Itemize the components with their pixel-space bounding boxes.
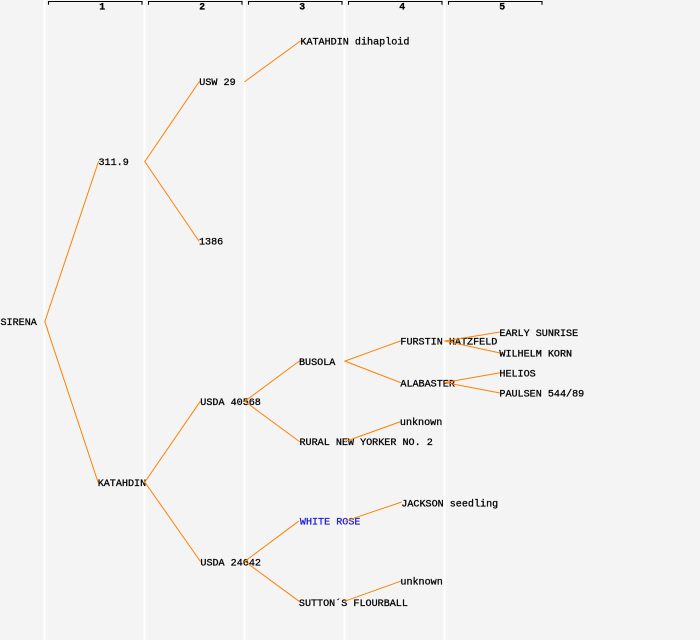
- svg-text:SUTTON´S FLOURBALL: SUTTON´S FLOURBALL: [299, 597, 408, 610]
- svg-text:FURSTIN HATZFELD: FURSTIN HATZFELD: [400, 338, 497, 349]
- svg-text:WILHELM KORN: WILHELM KORN: [499, 350, 572, 361]
- svg-text:1386: 1386: [199, 237, 223, 248]
- svg-text:ALABASTER: ALABASTER: [400, 380, 455, 391]
- svg-text:SIRENA: SIRENA: [1, 318, 38, 329]
- svg-text:PAULSEN 544/89: PAULSEN 544/89: [499, 389, 584, 401]
- svg-text:unknown: unknown: [400, 417, 442, 429]
- svg-text:USDA 24642: USDA 24642: [200, 559, 261, 570]
- svg-text:BUSOLA: BUSOLA: [299, 358, 336, 369]
- svg-text:2: 2: [199, 1, 205, 12]
- svg-text:JACKSON seedling: JACKSON seedling: [401, 498, 498, 510]
- svg-text:KATAHDIN dihaploid: KATAHDIN dihaploid: [300, 36, 409, 48]
- svg-text:3: 3: [299, 1, 305, 12]
- svg-text:311.9: 311.9: [99, 158, 129, 169]
- svg-text:USW 29: USW 29: [199, 78, 235, 89]
- svg-text:1: 1: [99, 1, 105, 12]
- svg-text:USDA 40568: USDA 40568: [200, 398, 261, 409]
- svg-text:unknown: unknown: [400, 576, 442, 588]
- svg-text:HELIOS: HELIOS: [499, 370, 535, 381]
- svg-text:KATAHDIN: KATAHDIN: [98, 479, 146, 490]
- svg-text:5: 5: [499, 1, 505, 12]
- svg-text:EARLY SUNRISE: EARLY SUNRISE: [499, 329, 578, 340]
- svg-text:WHITE ROSE: WHITE ROSE: [300, 518, 361, 529]
- svg-text:4: 4: [399, 1, 405, 12]
- svg-text:RURAL NEW YORKER NO. 2: RURAL NEW YORKER NO. 2: [300, 438, 433, 449]
